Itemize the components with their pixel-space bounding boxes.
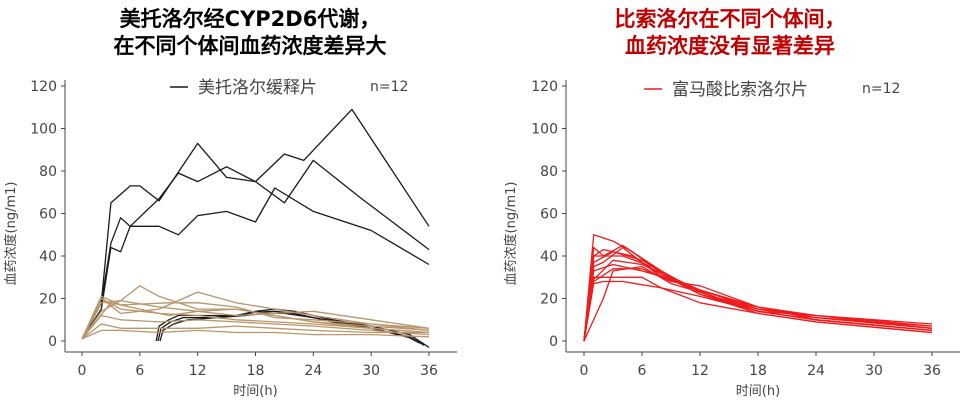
y-axis-label: 血药浓度(ng/m1) [3,182,19,286]
y-tick-label: 0 [549,334,558,350]
x-tick-label: 12 [691,363,709,379]
right-series-line-12 [583,255,933,342]
right-series-line-6 [583,268,933,342]
x-tick-label: 6 [638,363,647,379]
sample-size-label: n=12 [862,81,900,97]
y-tick-label: 60 [39,207,57,223]
left-series-line-3 [81,187,430,340]
legend-label: 富马酸比索洛尔片 [672,80,808,100]
x-tick-label: 30 [865,363,883,379]
left-title-line-1: 美托洛尔经CYP2D6代谢， [119,7,381,31]
y-axis-label: 血药浓度(ng/m1) [503,182,519,286]
x-tick-label: 0 [580,363,589,379]
right-series-line-9 [583,248,933,342]
left-series-line-13 [81,329,430,340]
right-series-line-5 [583,259,933,342]
left-series-line-1 [81,108,430,340]
legend-label: 美托洛尔缓释片 [198,78,317,98]
y-tick-label: 60 [540,207,558,223]
right-series-line-10 [583,263,933,342]
left-series-line-14 [81,299,430,340]
right-title-line-1: 比索洛尔在不同个体间， [614,7,846,31]
left-series-line-12 [81,323,429,340]
left-series-line-9 [81,291,430,340]
left-series-line-2 [81,159,430,340]
x-tick-label: 24 [304,363,322,379]
right-title-line-2: 血药浓度没有显著差异 [625,34,835,58]
y-tick-label: 20 [39,292,57,308]
left-title-line-2: 在不同个体间血药浓度差异大 [113,34,387,58]
y-tick-label: 20 [540,292,558,308]
x-tick-label: 6 [135,363,144,379]
right-series-line-2 [583,244,933,342]
x-tick-label: 18 [247,363,265,379]
x-axis-label: 时间(h) [233,384,277,399]
x-axis-label: 时间(h) [736,384,780,399]
right-chart-title: 比索洛尔在不同个体间， 血药浓度没有显著差异 [520,6,940,60]
x-tick-label: 30 [362,363,380,379]
right-series-line-8 [583,280,933,342]
bisoprolol-chart: 0 20 40 60 80 100 120 0 6 12 18 24 30 36 时间(h) 血药浓度(ng/… [503,79,960,399]
y-tick-label: 100 [531,122,558,138]
x-tick-label: 36 [923,363,941,379]
metoprolol-chart: 0 20 40 60 80 100 120 0 6 12 18 24 30 36 时间(h) 血药浓度(ng/… [3,78,457,399]
right-series-line-11 [583,265,933,342]
y-tick-label: 40 [39,249,57,265]
left-series-line-15 [81,302,430,340]
y-tick-label: 80 [39,164,57,180]
y-tick-label: 80 [540,164,558,180]
x-tick-label: 36 [420,363,438,379]
y-tick-label: 100 [30,122,57,138]
sample-size-label: n=12 [370,79,408,95]
left-chart-title: 美托洛尔经CYP2D6代谢， 在不同个体间血药浓度差异大 [40,6,460,60]
left-series-line-10 [81,297,430,340]
x-tick-label: 0 [78,363,87,379]
left-series-line-7 [81,295,430,340]
left-series-line-11 [81,314,430,340]
x-tick-label: 12 [189,363,207,379]
x-tick-label: 18 [749,363,767,379]
y-tick-label: 120 [531,79,558,95]
y-tick-label: 40 [540,249,558,265]
y-tick-label: 0 [48,334,57,350]
x-tick-label: 24 [807,363,825,379]
y-tick-label: 120 [30,79,57,95]
